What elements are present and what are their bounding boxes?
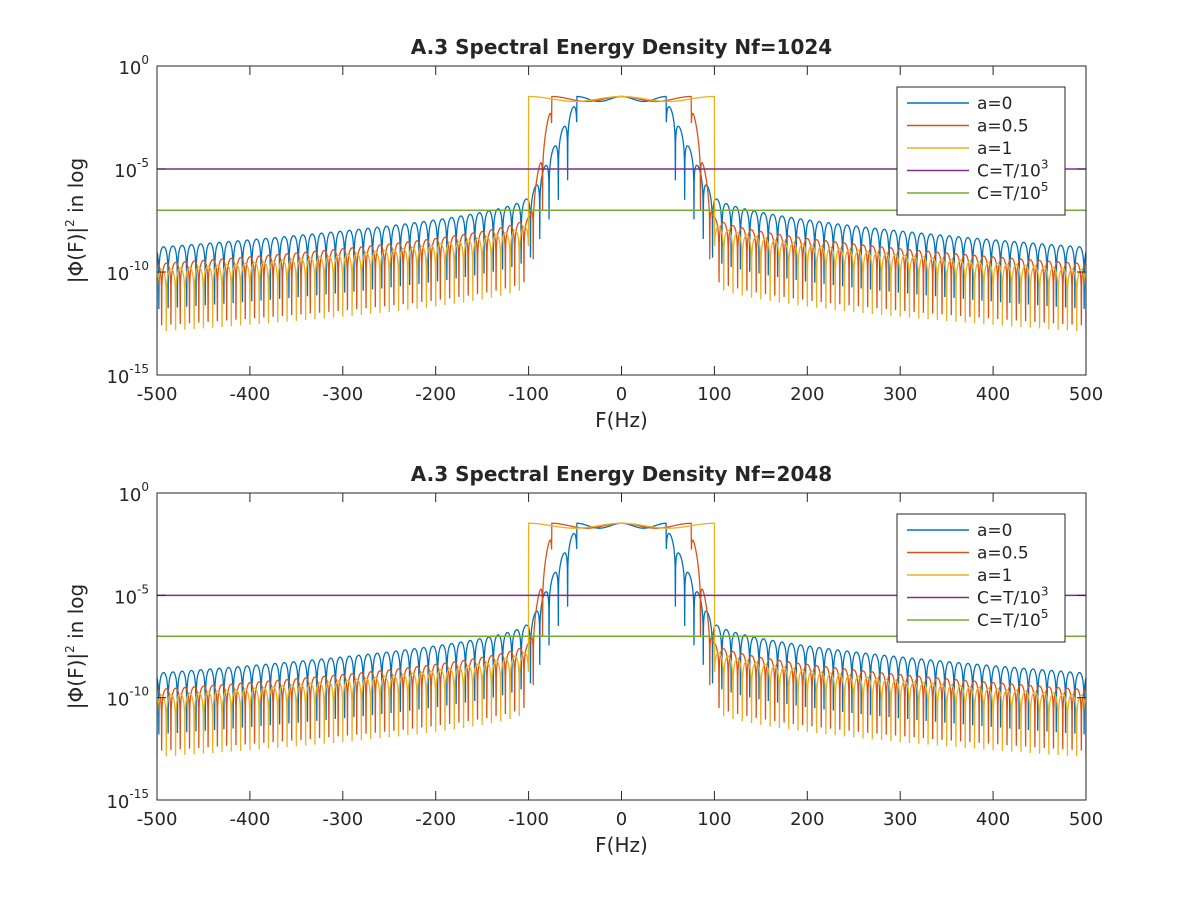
x-tick-label: 300: [883, 384, 917, 405]
subplot-top: -500 -400 -300 -200 -100 0 100 200 300 400 500 100 1…: [63, 35, 1103, 432]
legend-label-4: C=T/105: [977, 607, 1049, 631]
y-tick-label: 10-15: [106, 787, 149, 813]
x-tick-label: -200: [415, 384, 456, 405]
legend-label-1: a=0.5: [977, 544, 1029, 564]
x-tick-label: 200: [790, 384, 824, 405]
x-tick-label: -100: [508, 809, 549, 830]
x-tick-label: -400: [229, 809, 270, 830]
y-tick-label: 10-10: [106, 685, 149, 711]
y-tick-label: 10-10: [106, 259, 149, 285]
x-axis-label: F(Hz): [595, 833, 648, 857]
x-tick-label: -300: [322, 384, 363, 405]
y-tick-label: 10-5: [114, 582, 149, 608]
chart-title: A.3 Spectral Energy Density Nf=2048: [411, 462, 832, 486]
x-tick-label: -500: [137, 809, 178, 830]
x-tick-label: 400: [976, 384, 1010, 405]
legend-label-1: a=0.5: [977, 117, 1029, 137]
y-tick-label: 100: [118, 480, 149, 506]
subplot-bottom: -500 -400 -300 -200 -100 0 100 200 300 400 500 100 1…: [63, 462, 1103, 857]
legend-label-0: a=0: [977, 94, 1012, 114]
y-axis-label: |Φ(F)|2 in log: [63, 584, 88, 709]
x-axis-label: F(Hz): [595, 408, 648, 432]
x-tick-label: 500: [1069, 384, 1103, 405]
x-tick-label: 100: [697, 384, 731, 405]
series-line-2: [157, 95, 1086, 332]
x-tick-label: 400: [976, 809, 1010, 830]
x-tick-label: 300: [883, 809, 917, 830]
x-tick-label: -400: [229, 384, 270, 405]
x-tick-label: -100: [508, 384, 549, 405]
x-tick-label: 0: [616, 384, 627, 405]
x-tick-label: -500: [137, 384, 178, 405]
chart-title: A.3 Spectral Energy Density Nf=1024: [411, 35, 832, 59]
x-tick-label: -200: [415, 809, 456, 830]
x-tick-label: 500: [1069, 809, 1103, 830]
legend-label-3: C=T/103: [977, 585, 1049, 609]
series-line-2: [157, 522, 1086, 758]
legend-label-2: a=1: [977, 566, 1012, 586]
y-tick-label: 10-15: [106, 362, 149, 388]
y-tick-label: 10-5: [114, 156, 149, 182]
legend-label-4: C=T/105: [977, 180, 1049, 204]
legend-label-2: a=1: [977, 139, 1012, 159]
x-tick-label: 100: [697, 809, 731, 830]
x-tick-label: 0: [616, 809, 627, 830]
legend-label-3: C=T/103: [977, 158, 1049, 182]
x-tick-label: 200: [790, 809, 824, 830]
y-tick-label: 100: [118, 53, 149, 79]
x-tick-label: -300: [322, 809, 363, 830]
y-axis-label: |Φ(F)|2 in log: [63, 158, 88, 283]
legend-label-0: a=0: [977, 521, 1012, 541]
